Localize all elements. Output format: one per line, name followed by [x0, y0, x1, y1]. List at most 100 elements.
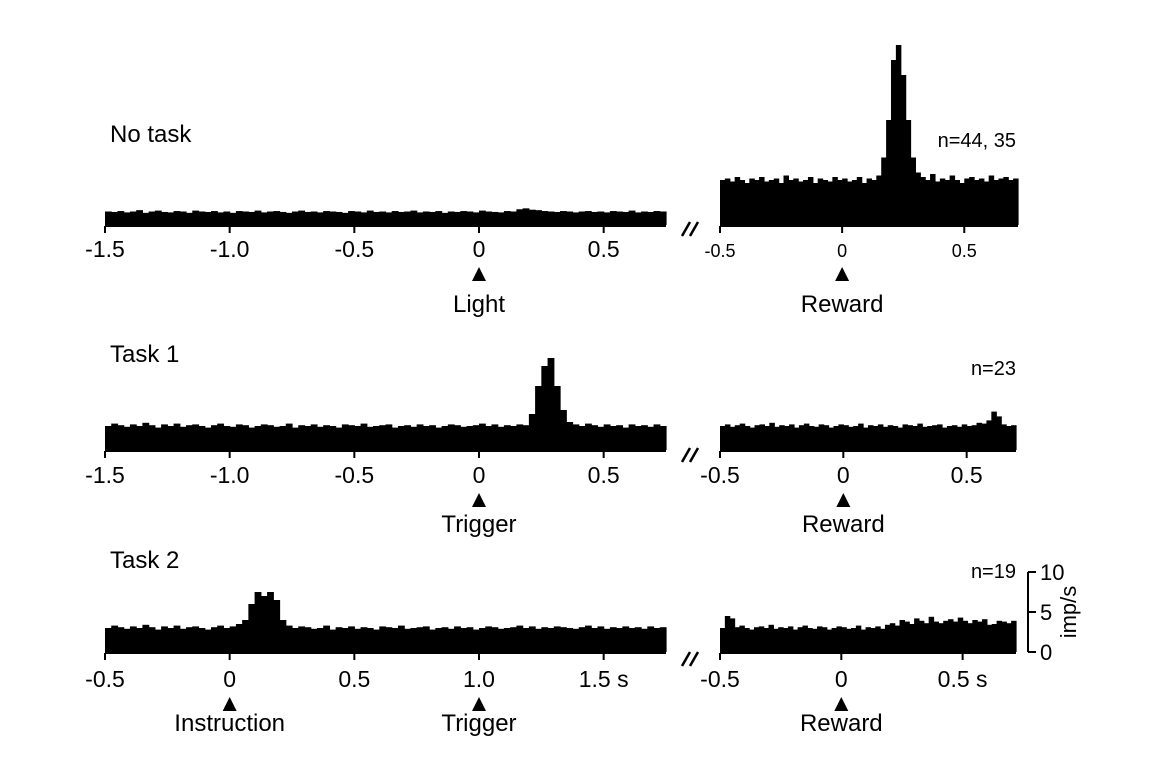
histogram-bar: [659, 426, 667, 450]
histogram-bar: [410, 210, 418, 225]
histogram-bar: [603, 212, 611, 225]
histogram-bar: [724, 178, 731, 225]
histogram-bar: [260, 212, 268, 225]
histogram-bar: [915, 172, 921, 225]
histogram-bar: [460, 628, 468, 652]
histogram-bar: [779, 425, 785, 450]
histogram-bar: [210, 627, 218, 652]
histogram-bar: [1001, 621, 1007, 652]
x-tick-label: -1.5: [85, 462, 125, 488]
histogram-bar: [341, 424, 349, 450]
histogram-bar: [954, 180, 960, 225]
histogram-bar: [734, 177, 741, 225]
histogram-bar: [734, 425, 741, 450]
histogram-bar: [932, 425, 938, 450]
histogram-bar: [148, 627, 156, 652]
histogram-bar: [522, 425, 530, 450]
histogram-bar: [260, 596, 268, 652]
histogram-bar: [983, 181, 990, 225]
histogram-bar: [744, 628, 750, 652]
histogram-bar: [105, 426, 112, 450]
n-count-label: n=19: [971, 561, 1016, 583]
histogram-bar: [560, 410, 567, 450]
histogram-bar: [902, 424, 909, 450]
histogram-bar: [1008, 180, 1014, 225]
axis-break-mark: [688, 447, 700, 463]
histogram-bar: [528, 209, 536, 225]
histogram-bar: [628, 424, 636, 450]
histogram-bar: [298, 425, 306, 450]
histogram-bar: [959, 183, 965, 225]
histogram-bar: [807, 177, 814, 225]
histogram-bar: [273, 211, 281, 225]
histogram-bar: [154, 629, 162, 652]
histogram-bar: [198, 426, 206, 450]
histogram-bar: [360, 423, 368, 450]
histogram-bar: [360, 627, 368, 652]
histogram-bar: [969, 177, 975, 225]
histogram-bar: [323, 625, 330, 652]
histogram-bar: [479, 423, 486, 450]
histogram-bar: [734, 627, 741, 652]
histogram-bar: [129, 626, 137, 652]
histogram-bar: [416, 424, 424, 450]
histogram-bar: [1011, 425, 1017, 450]
histogram-bar: [996, 416, 1002, 450]
histogram-bar: [872, 426, 879, 450]
histogram-bar: [882, 426, 889, 450]
histogram-bar: [846, 628, 852, 652]
histogram-bar: [597, 426, 605, 450]
histogram-bar: [416, 627, 424, 652]
histogram-bar: [547, 628, 555, 652]
histogram-bar: [528, 414, 536, 450]
histogram-bar: [553, 211, 561, 225]
histogram-bar: [105, 211, 112, 225]
histogram-bar: [117, 627, 125, 652]
histogram-bar: [1013, 178, 1019, 225]
histogram-bar: [179, 211, 187, 225]
histogram-bar: [946, 426, 953, 450]
panel-label: Task 1: [110, 341, 179, 368]
histogram-bar: [454, 211, 461, 225]
histogram-bar: [884, 624, 891, 652]
event-marker-icon: [472, 493, 486, 507]
histogram-bar: [807, 628, 813, 652]
x-tick-label: -0.5: [704, 241, 735, 261]
histogram-bar: [616, 628, 623, 652]
histogram-bar: [943, 620, 949, 652]
histogram-bar: [905, 120, 912, 225]
histogram-bar: [260, 424, 268, 450]
histogram-bar: [161, 626, 168, 652]
panel-label: Task 2: [110, 547, 179, 574]
histogram-bar: [329, 629, 337, 652]
histogram-bar: [142, 422, 150, 450]
histogram-bar: [759, 177, 765, 225]
histogram-bar: [410, 426, 418, 450]
histogram-bar: [335, 211, 343, 225]
histogram-bar: [868, 425, 874, 450]
histogram-bar: [186, 627, 193, 652]
histogram-bar: [764, 426, 770, 450]
histogram-bar: [111, 211, 119, 225]
histogram-bar: [366, 628, 374, 652]
histogram-bar: [404, 425, 412, 450]
x-tick-label: 0: [835, 666, 848, 692]
histogram-bar: [966, 426, 973, 450]
histogram-bar: [1001, 424, 1007, 450]
histogram-bar: [826, 629, 833, 652]
histogram-bar: [186, 212, 193, 225]
histogram-bar: [948, 619, 954, 652]
histogram-bar: [977, 621, 983, 652]
histogram-bar: [192, 424, 200, 450]
histogram-bar: [422, 426, 430, 450]
axis-break-mark: [680, 447, 692, 463]
histogram-bar: [858, 423, 864, 450]
histogram-bar: [142, 212, 150, 225]
histogram-bar: [847, 181, 853, 225]
histogram-bar: [273, 426, 281, 450]
histogram-bar: [335, 427, 343, 450]
histogram-bar: [802, 625, 808, 652]
histogram-bar: [647, 626, 655, 652]
histogram-bar: [851, 180, 858, 225]
histogram-bar: [479, 210, 486, 225]
